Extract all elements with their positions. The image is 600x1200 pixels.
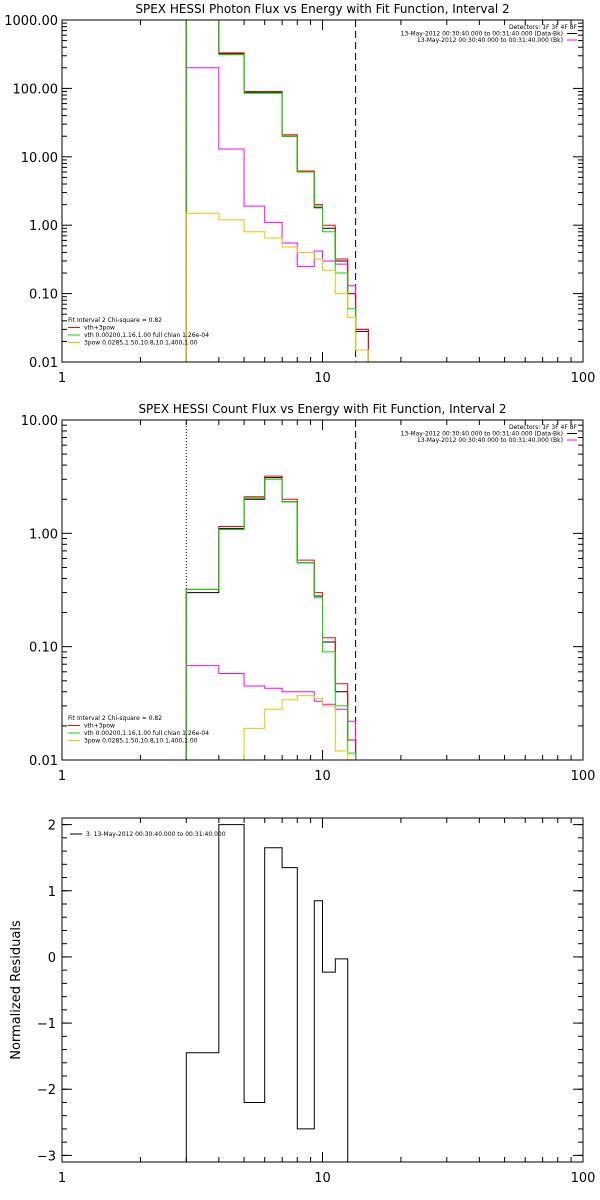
legend-entry: 13-May-2012 00:30:40.000 to 00:31:40.000… [401,31,563,38]
y-tick-label: 0.10 [29,288,58,303]
series-line [185,824,356,1162]
series-line [185,20,369,362]
x-tick-label: 1 [58,371,66,386]
legend-entry: vth 0.00200,1.16,1.00 full chian 1.26e-0… [84,730,209,737]
series-line [185,477,357,760]
y-tick-label: 100.00 [13,82,59,97]
y-tick-label: −1 [37,1017,56,1032]
x-tick-label: 100 [571,1171,596,1186]
y-tick-label: 0.01 [29,754,58,769]
y-tick-label: 10.00 [21,414,58,429]
series-line [185,67,369,362]
series-line [185,20,369,362]
legend-entry: Detectors: 1F 3F 4F 8F [509,24,578,31]
y-tick-label: 0.10 [29,641,58,656]
x-tick-label: 10 [314,371,331,386]
x-tick-label: 100 [571,371,596,386]
chart-panel-1: SPEX HESSI Photon Flux vs Energy with Fi… [4,2,595,386]
legend-entry: 3pow 0.0285,1.50,10.8,10.1,400,1.00 [84,738,198,745]
chart-panel-2: SPEX HESSI Count Flux vs Energy with Fit… [21,402,596,784]
series-line [185,20,369,362]
x-tick-label: 10 [314,769,331,784]
legend-entry: Fit Interval 2 Chi-square = 0.82 [68,715,162,722]
y-tick-label: 2 [48,819,56,834]
legend-entry: vth+3pow [84,723,115,730]
series-line [185,478,357,760]
legend-entry: vth+3pow [84,325,115,332]
series-group [185,824,356,1162]
y-tick-label: 1.00 [29,527,58,542]
series-group [185,20,369,362]
series-line [185,212,369,362]
y-tick-label: 0.01 [29,356,58,371]
legend-entry: Detectors: 1F 3F 4F 8F [509,424,578,431]
series-group [185,475,357,760]
plot-frame [61,19,584,363]
legend-entry: 13-May-2012 00:30:40.000 to 00:31:40.000… [417,37,563,44]
series-line [186,695,356,760]
legend-entry: vth 0.00200,1.16,1.00 full chian 1.26e-0… [84,332,209,339]
y-tick-label: −2 [37,1083,56,1098]
x-tick-label: 10 [314,1171,331,1186]
legend-entry: 3pow 0.0285,1.50,10.8,10.1,400,1.00 [84,340,198,347]
chart-title: SPEX HESSI Count Flux vs Energy with Fit… [138,402,506,416]
y-tick-label: 1.00 [29,219,58,234]
y-tick-label: −3 [37,1149,56,1164]
y-tick-label: 10.00 [21,151,58,166]
y-tick-label: 1000.00 [4,14,58,29]
legend-entry: 13-May-2012 00:30:40.000 to 00:31:40.000… [401,431,563,438]
chart-title: SPEX HESSI Photon Flux vs Energy with Fi… [135,2,509,16]
x-tick-label: 100 [571,769,596,784]
x-tick-label: 1 [58,769,66,784]
legend-entry: 13-May-2012 00:30:40.000 to 00:31:40.000… [417,437,563,444]
series-line [185,665,357,760]
y-axis-label: Normalized Residuals [9,920,24,1060]
y-tick-label: 1 [48,885,56,900]
plot-frame [61,419,584,761]
y-tick-label: 0 [48,951,56,966]
x-tick-label: 1 [58,1171,66,1186]
plot-frame [61,817,584,1163]
legend-entry: Fit Interval 2 Chi-square = 0.82 [68,317,162,324]
series-line [185,475,357,760]
legend-entry: 3. 13-May-2012 00:30:40.000 to 00:31:40.… [86,831,226,838]
